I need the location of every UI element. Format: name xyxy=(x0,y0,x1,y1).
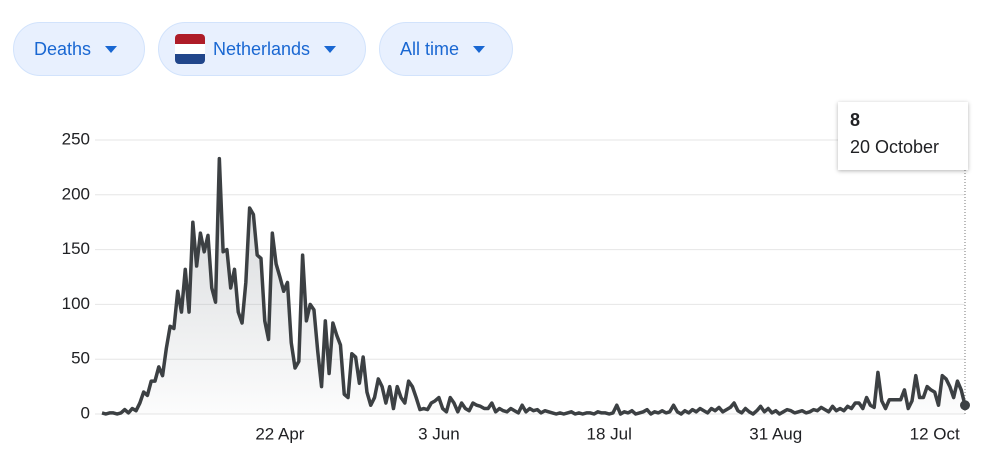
label: All time xyxy=(400,38,460,59)
label: Deaths xyxy=(34,38,92,59)
y-tick-label: 200 xyxy=(62,184,90,203)
line xyxy=(101,156,967,416)
x-tick-label: 18 Jul xyxy=(587,424,632,443)
y-tick-label: 250 xyxy=(62,129,90,148)
y-tick-label: 0 xyxy=(81,403,90,422)
x-tick-label: 31 Aug xyxy=(749,424,802,443)
caret xyxy=(473,45,486,53)
region-dropdown[interactable]: Netherlands xyxy=(158,22,366,76)
y-tick-label: 100 xyxy=(62,294,90,313)
time-dropdown[interactable]: All time xyxy=(379,22,513,76)
caret xyxy=(105,45,118,53)
x-tick-label: 12 Oct xyxy=(910,424,960,443)
tooltip-date: 20 October xyxy=(850,137,940,157)
hover-point xyxy=(960,400,970,411)
metric-dropdown[interactable]: Deaths xyxy=(13,22,145,76)
caret xyxy=(324,45,337,53)
x-tick-label: 3 Jun xyxy=(418,424,460,443)
y-tick-label: 50 xyxy=(71,349,90,368)
y-tick-label: 150 xyxy=(62,239,90,258)
label: Netherlands xyxy=(213,38,311,59)
flag xyxy=(175,34,205,64)
tooltip: 8 20 October xyxy=(838,102,968,170)
x-tick-label: 22 Apr xyxy=(255,424,304,443)
tooltip-value: 8 xyxy=(850,110,861,130)
